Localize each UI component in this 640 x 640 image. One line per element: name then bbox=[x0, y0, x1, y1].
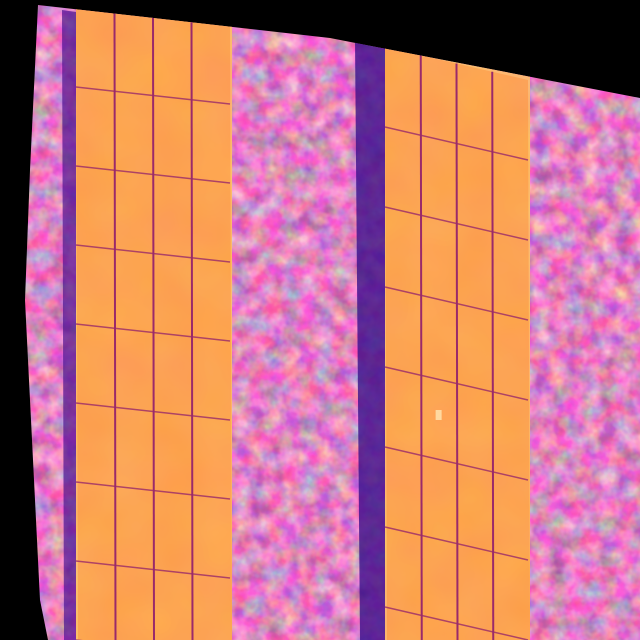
left-panel-row-module-divider bbox=[75, 402, 231, 421]
left-panel-row-module-divider bbox=[75, 481, 231, 500]
shadow-strip-left bbox=[62, 10, 78, 640]
left-panel-row-column-divider bbox=[190, 20, 194, 640]
hotspot bbox=[435, 410, 442, 420]
left-panel-row-module-divider bbox=[75, 323, 231, 342]
right-panel-row-module-divider bbox=[384, 606, 529, 640]
left-panel-row-column-divider bbox=[152, 16, 155, 640]
hotspot-layer bbox=[435, 410, 442, 420]
right-panel-row-module-divider bbox=[384, 206, 529, 241]
right-panel-row-column-divider bbox=[491, 71, 495, 640]
right-panel-row-module-divider bbox=[384, 366, 529, 401]
left-panel-row-module-divider bbox=[75, 244, 231, 263]
right-panel-row-module-divider bbox=[384, 286, 529, 321]
shadow-strip bbox=[355, 40, 388, 640]
left-panel-row-module-divider bbox=[75, 86, 231, 105]
left-panel-row-module-divider bbox=[75, 560, 231, 579]
left-panel-row-column-divider bbox=[113, 12, 117, 640]
right-panel-row-module-divider bbox=[384, 526, 529, 561]
right-panel-row-column-divider bbox=[419, 55, 423, 640]
right-panel-row-module-divider bbox=[384, 446, 529, 481]
right-panel-row-module-divider bbox=[384, 126, 529, 161]
left-panel-row-module-divider bbox=[75, 165, 231, 184]
panel-grid-lines bbox=[75, 12, 529, 640]
right-panel-row-column-divider bbox=[455, 63, 459, 640]
